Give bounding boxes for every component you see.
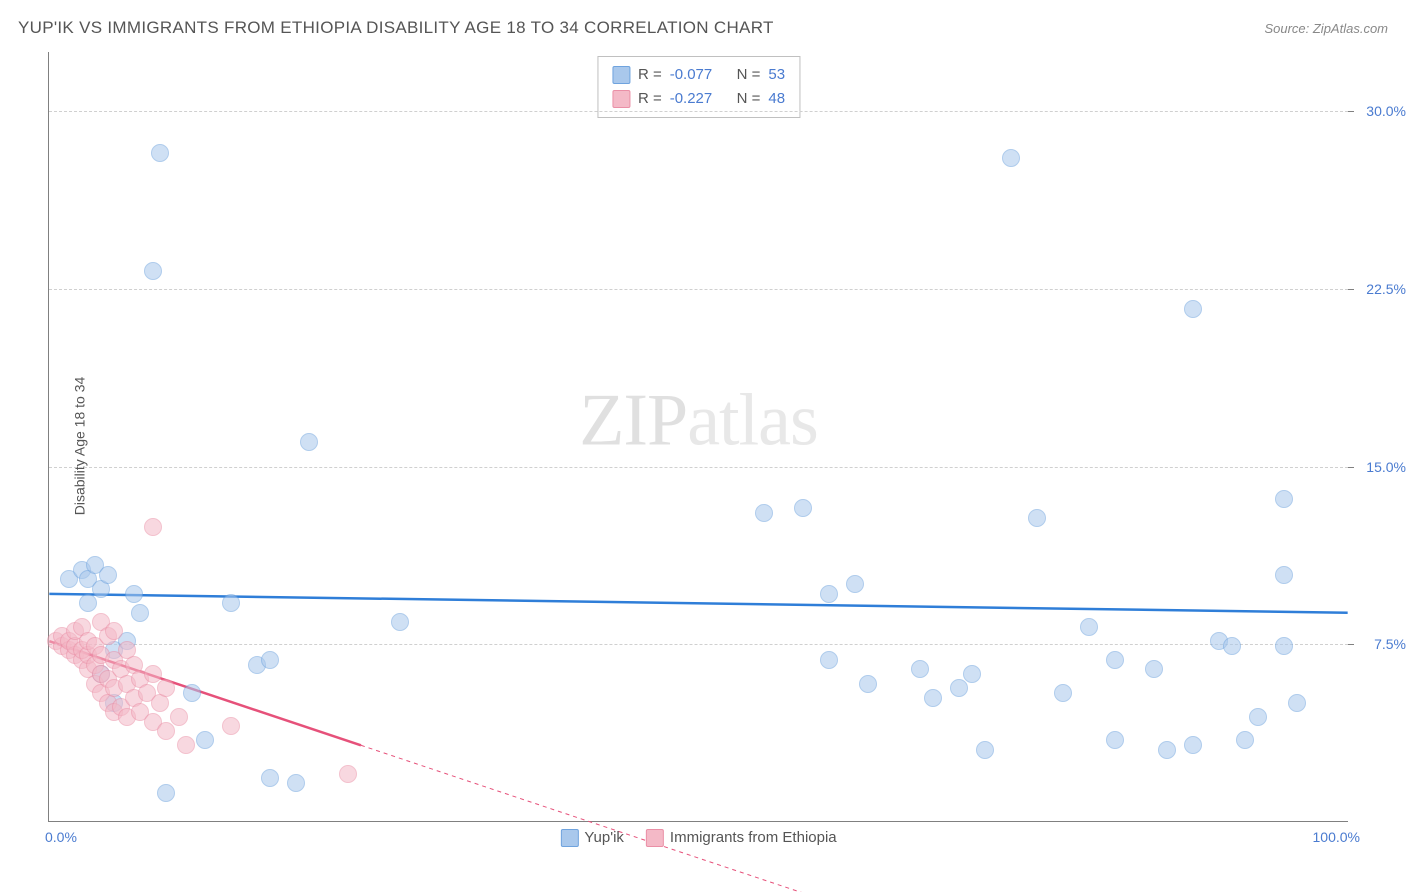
- ytick-mark: [1348, 111, 1354, 112]
- data-point: [183, 684, 201, 702]
- data-point: [222, 594, 240, 612]
- data-point: [1249, 708, 1267, 726]
- data-point: [950, 679, 968, 697]
- plot-area: ZIPatlas R = -0.077 N = 53R = -0.227 N =…: [48, 52, 1348, 822]
- data-point: [1275, 490, 1293, 508]
- data-point: [339, 765, 357, 783]
- data-point: [846, 575, 864, 593]
- data-point: [1223, 637, 1241, 655]
- regression-extension: [361, 745, 828, 892]
- data-point: [1184, 736, 1202, 754]
- data-point: [99, 566, 117, 584]
- legend-series-item: Immigrants from Ethiopia: [646, 829, 837, 847]
- data-point: [79, 594, 97, 612]
- data-point: [1106, 651, 1124, 669]
- watermark-zip: ZIP: [579, 380, 687, 462]
- legend-n-label: N =: [737, 63, 761, 87]
- source-attribution: Source: ZipAtlas.com: [1264, 21, 1388, 36]
- data-point: [391, 613, 409, 631]
- ytick-mark: [1348, 289, 1354, 290]
- data-point: [222, 717, 240, 735]
- data-point: [1106, 731, 1124, 749]
- legend-r-label: R =: [638, 63, 662, 87]
- watermark-atlas: atlas: [687, 380, 818, 462]
- data-point: [1236, 731, 1254, 749]
- legend-stat-row: R = -0.227 N = 48: [612, 87, 785, 111]
- data-point: [820, 651, 838, 669]
- data-point: [105, 622, 123, 640]
- data-point: [963, 665, 981, 683]
- legend-stats: R = -0.077 N = 53R = -0.227 N = 48: [597, 56, 800, 118]
- watermark: ZIPatlas: [579, 379, 818, 464]
- regression-line: [49, 594, 1347, 613]
- header: YUP'IK VS IMMIGRANTS FROM ETHIOPIA DISAB…: [18, 18, 1388, 38]
- data-point: [261, 769, 279, 787]
- data-point: [151, 144, 169, 162]
- xtick-min: 0.0%: [45, 829, 77, 845]
- data-point: [794, 499, 812, 517]
- legend-swatch: [646, 829, 664, 847]
- data-point: [170, 708, 188, 726]
- legend-swatch: [612, 90, 630, 108]
- gridline: [49, 289, 1348, 290]
- gridline: [49, 467, 1348, 468]
- xtick-max: 100.0%: [1313, 829, 1360, 845]
- ytick-label: 22.5%: [1366, 281, 1406, 297]
- data-point: [177, 736, 195, 754]
- gridline: [49, 111, 1348, 112]
- data-point: [157, 679, 175, 697]
- data-point: [1054, 684, 1072, 702]
- data-point: [1275, 566, 1293, 584]
- data-point: [976, 741, 994, 759]
- ytick-label: 7.5%: [1374, 636, 1406, 652]
- data-point: [157, 722, 175, 740]
- data-point: [1184, 300, 1202, 318]
- data-point: [1002, 149, 1020, 167]
- data-point: [924, 689, 942, 707]
- legend-n-value: 53: [768, 63, 785, 87]
- chart-title: YUP'IK VS IMMIGRANTS FROM ETHIOPIA DISAB…: [18, 18, 774, 38]
- legend-series-label: Yup'ik: [584, 829, 624, 846]
- legend-r-value: -0.227: [670, 87, 713, 111]
- legend-series-item: Yup'ik: [560, 829, 624, 847]
- data-point: [144, 262, 162, 280]
- data-point: [125, 585, 143, 603]
- data-point: [131, 604, 149, 622]
- data-point: [157, 784, 175, 802]
- data-point: [911, 660, 929, 678]
- data-point: [755, 504, 773, 522]
- gridline: [49, 644, 1348, 645]
- data-point: [300, 433, 318, 451]
- data-point: [820, 585, 838, 603]
- ytick-label: 15.0%: [1366, 459, 1406, 475]
- legend-r-value: -0.077: [670, 63, 713, 87]
- data-point: [1288, 694, 1306, 712]
- data-point: [1145, 660, 1163, 678]
- ytick-label: 30.0%: [1366, 103, 1406, 119]
- data-point: [261, 651, 279, 669]
- legend-series: Yup'ik Immigrants from Ethiopia: [560, 829, 836, 847]
- legend-r-label: R =: [638, 87, 662, 111]
- ytick-mark: [1348, 467, 1354, 468]
- legend-swatch: [612, 66, 630, 84]
- data-point: [1275, 637, 1293, 655]
- data-point: [196, 731, 214, 749]
- legend-series-label: Immigrants from Ethiopia: [670, 829, 837, 846]
- data-point: [1158, 741, 1176, 759]
- data-point: [287, 774, 305, 792]
- legend-swatch: [560, 829, 578, 847]
- legend-n-value: 48: [768, 87, 785, 111]
- data-point: [859, 675, 877, 693]
- data-point: [144, 518, 162, 536]
- ytick-mark: [1348, 644, 1354, 645]
- regression-lines: [49, 52, 1348, 821]
- legend-stat-row: R = -0.077 N = 53: [612, 63, 785, 87]
- data-point: [1028, 509, 1046, 527]
- data-point: [1080, 618, 1098, 636]
- legend-n-label: N =: [737, 87, 761, 111]
